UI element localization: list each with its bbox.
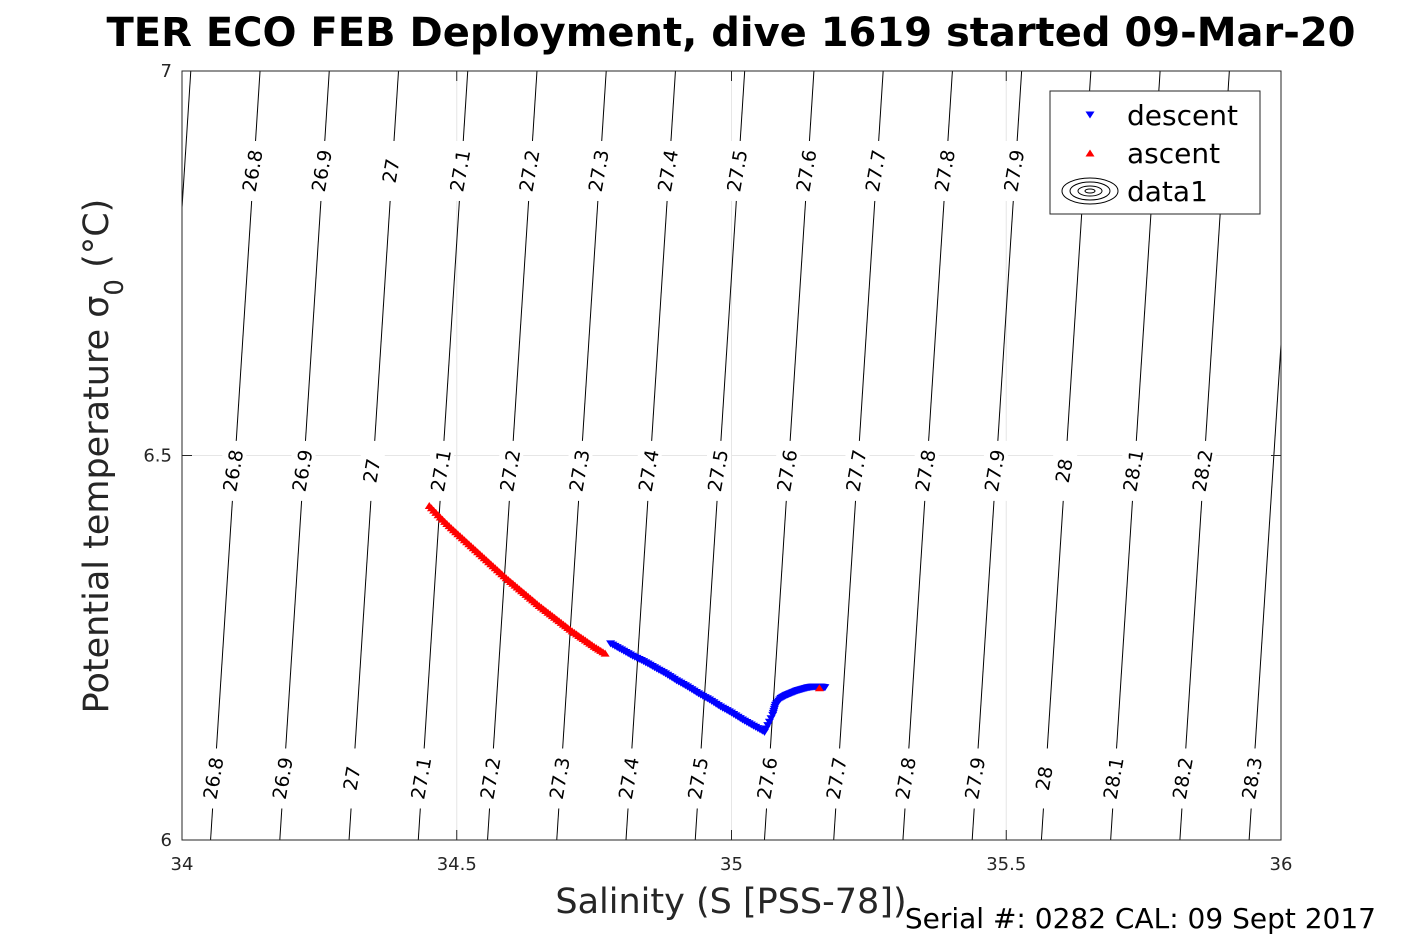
x-tick-label: 35.5 [986,854,1026,875]
contour-label-bg [291,440,316,501]
contour-label-bg [518,140,543,201]
contour-label-bg [864,140,889,201]
contour-label-bg [795,140,820,201]
contour-label-bg [587,140,612,201]
contour-label: 27 [379,157,405,185]
contour-label-bg [1033,748,1058,809]
x-tick-label: 34 [171,854,194,875]
legend-contour-symbol [1069,181,1111,201]
serial-calibration-note: Serial #: 0282 CAL: 09 Sept 2017 [905,902,1376,935]
contour-label-bg [933,140,958,201]
legend-contour-symbol [1061,177,1119,205]
contour-label-bg [894,748,919,809]
contour-label-bg [1171,748,1196,809]
y-axis-label-main: Potential temperature σ [77,296,117,714]
y-axis-label: Potential temperature σ0 (°C) [77,199,130,714]
x-tick-label: 36 [1270,854,1293,875]
contour-label: 27 [359,457,385,485]
legend-descent-marker [1085,111,1095,119]
contour-label-bg [687,748,712,809]
contour-label-bg [202,748,227,809]
contour-label-bg [430,440,455,501]
contour-label-bg [726,140,751,201]
contour-label-bg [1053,440,1078,501]
legend-box [1049,90,1261,215]
contour-label: 28 [1052,457,1078,485]
contour-label-bg [845,440,870,501]
contour-label-bg [1191,440,1216,501]
x-axis-label: Salinity (S [PSS-78]) [555,882,906,922]
y-axis-label-unit: (°C) [77,199,117,279]
legend-data1-label: data1 [1127,175,1208,208]
contour-labels: 26.8 26.9 27 27.1 27.2 27.3 27.4 27.5 27.6 27.7 27… [200,140,1267,809]
contour-label: 28 [1032,765,1058,793]
x-tick-label: 35 [720,854,743,875]
contour-label-bg [617,748,642,809]
contour-label-bg [964,748,989,809]
contour-label-bg [310,140,335,201]
contour-label-bg [1102,748,1127,809]
contour-label-bg [241,140,266,201]
contour-label-bg [657,140,682,201]
contour-label: 27 [340,765,366,793]
y-tick-label: 6.5 [143,446,172,467]
axis-ticks: 34 34.5 35 35.5 36 6 6.5 7 [143,61,1292,875]
contour-label-bg [1003,140,1028,201]
ascent-point [600,649,610,657]
contour-label-bg [548,748,573,809]
y-axis-label-subscript: 0 [100,279,130,296]
y-tick-label: 6 [161,830,172,851]
chart-title: TER ECO FEB Deployment, dive 1619 starte… [106,10,1355,56]
contour-label-bg [756,748,781,809]
contour-label-bg [410,748,435,809]
contour-label-bg [360,440,385,501]
contour-label-bg [1122,440,1147,501]
data-points [424,501,830,736]
contour-label-bg [914,440,939,501]
contour-label-bg [1241,748,1266,809]
contour-label-bg [776,440,801,501]
y-tick-label: 7 [161,61,172,82]
contour-label-bg [499,440,524,501]
contour-label-bg [568,440,593,501]
contour-line [181,70,192,208]
contour-label-bg [825,748,850,809]
legend-ascent-marker [1085,149,1095,157]
contour-label-bg [479,748,504,809]
legend-contour-symbol [1077,185,1103,197]
contour-label-bg [380,140,405,201]
contour-label-bg [271,748,296,809]
legend: descent ascent data1 [1049,90,1261,215]
descent-point [820,684,830,692]
contour-label-bg [983,440,1008,501]
legend-contour-symbol [1084,188,1096,194]
legend-descent-label: descent [1127,99,1238,132]
ascent-point [814,684,824,692]
contour-label-bg [637,440,662,501]
x-tick-label: 34.5 [437,854,477,875]
contour-label-bg [341,748,366,809]
contour-label-bg [706,440,731,501]
contour-label-bg [449,140,474,201]
legend-ascent-label: ascent [1127,137,1220,170]
contour-label-bg [222,440,247,501]
